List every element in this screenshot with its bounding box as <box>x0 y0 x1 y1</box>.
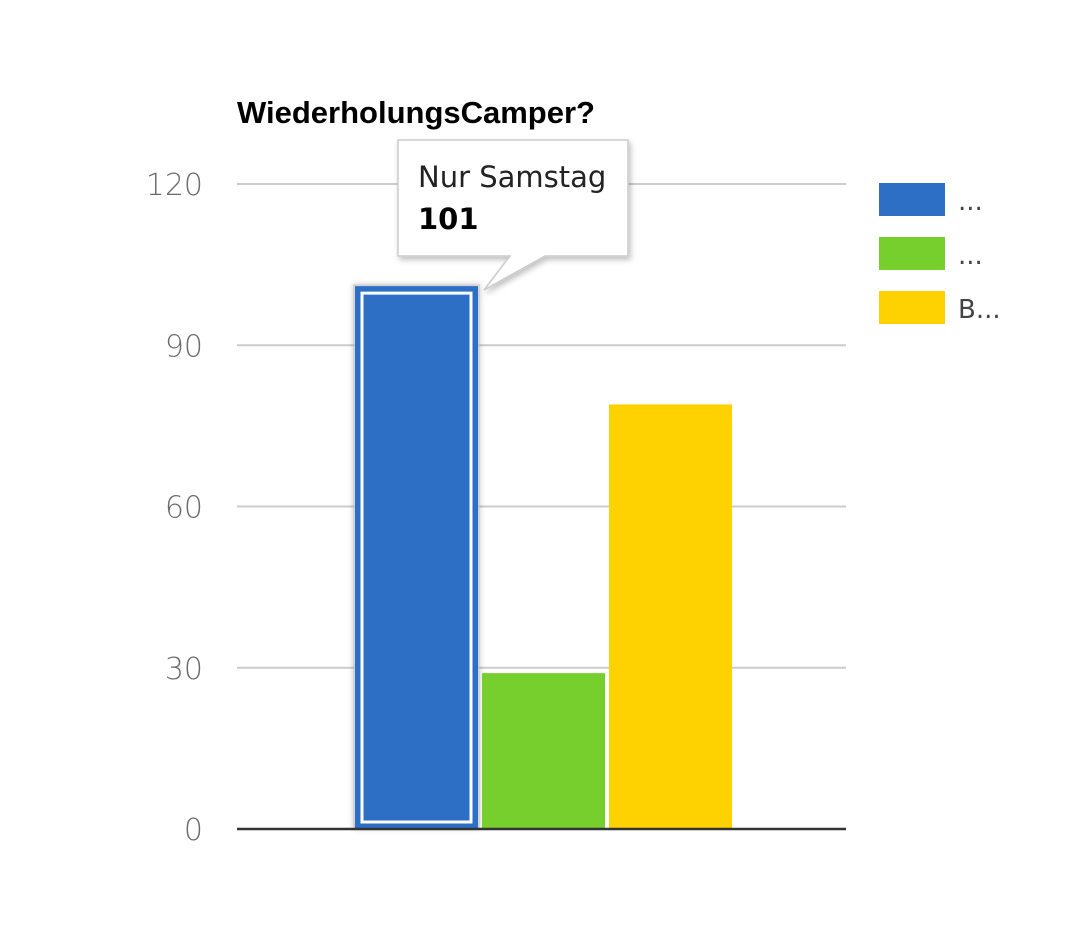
tooltip-category: Nur Samstag <box>418 160 606 194</box>
tooltip-value: 101 <box>418 202 479 236</box>
legend: ...... B... <box>879 183 1001 325</box>
bars <box>353 284 732 829</box>
y-tick-label: 90 <box>165 329 203 364</box>
legend-swatch <box>879 237 945 270</box>
legend-label: B... <box>958 295 1001 325</box>
bar[interactable] <box>355 286 478 829</box>
y-tick-label: 30 <box>165 652 203 687</box>
chart-title: WiederholungsCamper? <box>237 95 595 130</box>
legend-swatch <box>879 291 945 324</box>
y-tick-label: 60 <box>165 491 203 526</box>
bar-selection-outline <box>360 291 473 824</box>
legend-swatch <box>879 183 945 216</box>
y-axis-ticks: 0 30 60 90 120 <box>146 168 203 848</box>
legend-label: ... <box>958 241 983 271</box>
bar[interactable] <box>482 673 605 829</box>
tooltip: Nur Samstag 101 <box>397 139 629 291</box>
tooltip-box <box>397 139 629 291</box>
y-tick-label: 0 <box>184 813 203 848</box>
legend-label: ... <box>958 187 983 217</box>
y-tick-label: 120 <box>146 168 203 203</box>
bar[interactable] <box>609 404 732 829</box>
